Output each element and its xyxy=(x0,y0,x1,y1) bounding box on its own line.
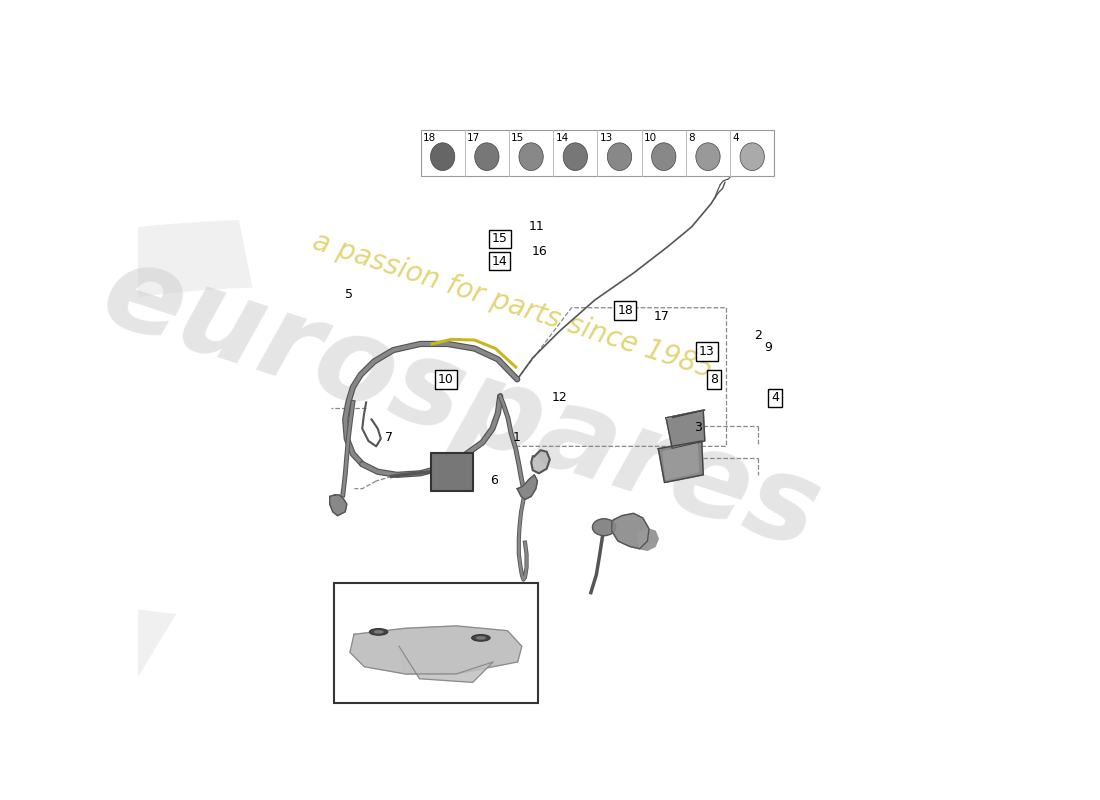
Ellipse shape xyxy=(607,143,631,170)
Bar xyxy=(420,130,774,176)
Polygon shape xyxy=(350,626,521,674)
Text: 17: 17 xyxy=(653,310,670,323)
Text: 14: 14 xyxy=(492,254,508,267)
PathPatch shape xyxy=(0,220,252,679)
Polygon shape xyxy=(399,646,493,682)
Text: 15: 15 xyxy=(512,133,525,143)
Ellipse shape xyxy=(370,629,388,635)
Text: 8: 8 xyxy=(689,133,695,143)
Polygon shape xyxy=(517,475,538,499)
Text: 2: 2 xyxy=(755,329,762,342)
Text: 10: 10 xyxy=(438,373,454,386)
Text: 9: 9 xyxy=(764,341,772,354)
Text: 10: 10 xyxy=(644,133,657,143)
Text: 17: 17 xyxy=(468,133,481,143)
Ellipse shape xyxy=(472,634,491,641)
Text: 18: 18 xyxy=(422,133,436,143)
Text: 13: 13 xyxy=(600,133,613,143)
Bar xyxy=(333,582,538,702)
Text: 1: 1 xyxy=(513,431,520,444)
Ellipse shape xyxy=(475,143,499,170)
Ellipse shape xyxy=(696,143,720,170)
Text: a passion for parts since 1985: a passion for parts since 1985 xyxy=(309,227,716,383)
Text: 18: 18 xyxy=(617,304,634,317)
Text: 6: 6 xyxy=(490,474,498,487)
Polygon shape xyxy=(612,514,649,549)
Ellipse shape xyxy=(593,518,616,536)
Text: 4: 4 xyxy=(771,391,779,404)
Polygon shape xyxy=(658,441,703,482)
Polygon shape xyxy=(663,444,698,479)
FancyBboxPatch shape xyxy=(431,453,473,491)
Text: 13: 13 xyxy=(700,345,715,358)
Text: 12: 12 xyxy=(551,391,568,404)
Polygon shape xyxy=(667,410,705,449)
Text: 14: 14 xyxy=(556,133,569,143)
Ellipse shape xyxy=(519,143,543,170)
Text: 5: 5 xyxy=(345,288,353,301)
Ellipse shape xyxy=(651,143,675,170)
Polygon shape xyxy=(637,529,658,550)
Text: eurospares: eurospares xyxy=(89,234,834,574)
Text: 3: 3 xyxy=(694,421,703,434)
Text: 11: 11 xyxy=(529,220,544,233)
Text: 16: 16 xyxy=(532,245,548,258)
Polygon shape xyxy=(531,450,550,474)
Ellipse shape xyxy=(740,143,764,170)
Polygon shape xyxy=(330,495,346,516)
Text: 4: 4 xyxy=(733,133,739,143)
Polygon shape xyxy=(667,410,705,418)
Text: 15: 15 xyxy=(492,233,508,246)
Ellipse shape xyxy=(476,636,486,640)
Text: 8: 8 xyxy=(710,373,718,386)
Ellipse shape xyxy=(563,143,587,170)
Ellipse shape xyxy=(430,143,454,170)
Text: 7: 7 xyxy=(385,431,393,444)
Ellipse shape xyxy=(374,630,384,634)
